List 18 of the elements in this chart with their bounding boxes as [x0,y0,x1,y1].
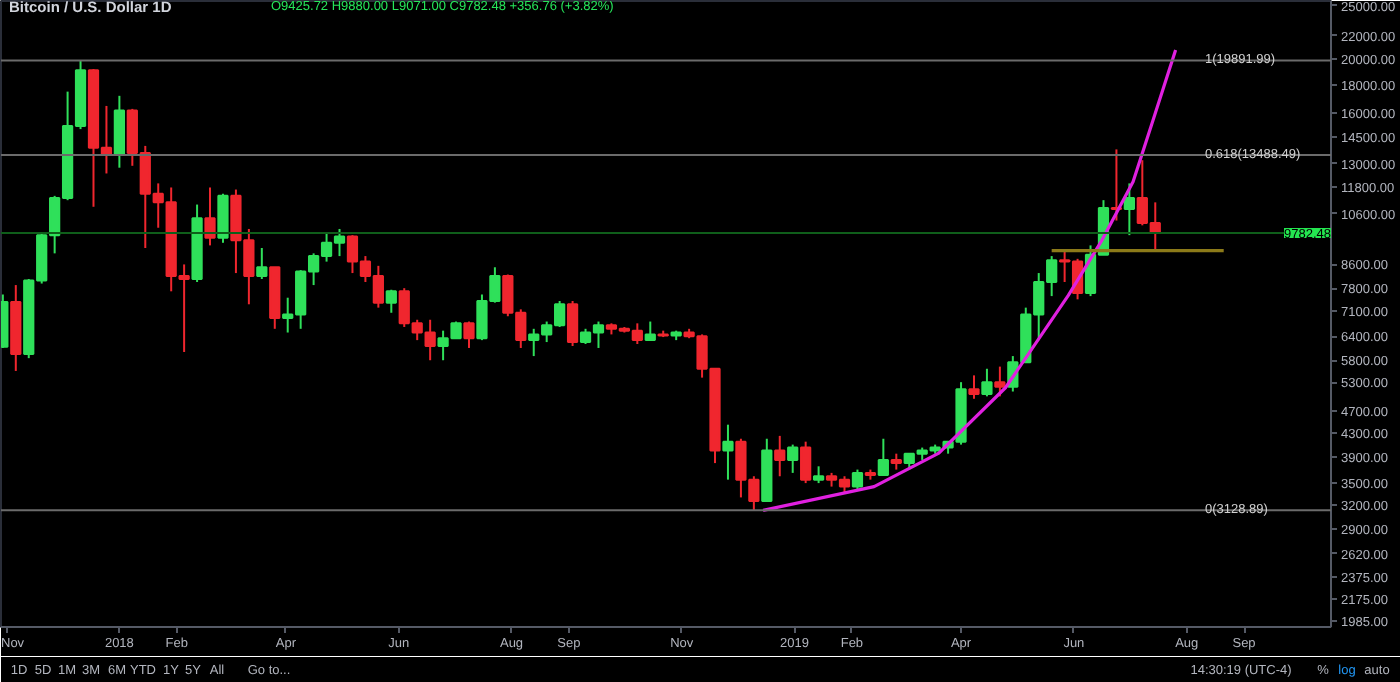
candlestick [787,443,799,474]
candlestick [644,320,656,342]
candlestick [463,320,475,349]
candlestick [1123,182,1135,237]
candlestick [877,437,889,476]
candlestick [566,299,579,347]
candlestick [994,365,1006,398]
candlestick [968,374,980,400]
candlestick [217,192,229,244]
candlestick [851,468,864,492]
candlestick [256,247,268,280]
candlestick [722,423,734,481]
candlestick [774,434,786,478]
line-series [761,48,1178,512]
candlestick [800,440,812,485]
candlestick [204,186,216,247]
candlestick [113,94,126,169]
candlestick [981,367,993,398]
